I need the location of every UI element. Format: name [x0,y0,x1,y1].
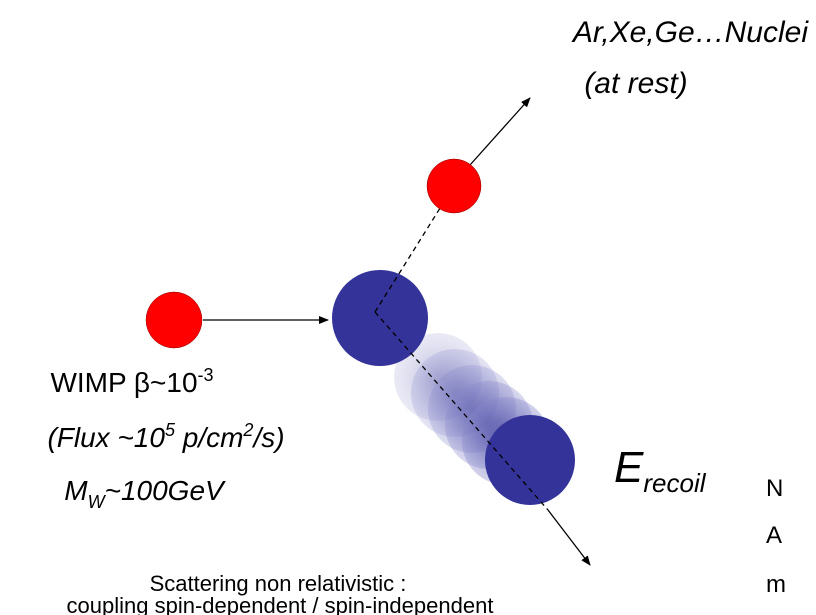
cutoff-text: N [766,475,783,502]
flux-sup: 2 [242,420,253,440]
recoil-sub: recoil [643,468,706,498]
nucleus [332,270,428,366]
flux-label: (Flux ~105 p/cm2/s) [47,420,284,453]
mass-sub: W [88,492,107,512]
wimp-label: WIMP β~10-3 [50,365,213,398]
caption-line: coupling spin-dependent / spin-independe… [67,593,494,615]
flux-text: (Flux ~10 [47,422,165,453]
recoil-main: E [614,443,644,492]
scattered-arrow [469,97,531,166]
cutoff-text: A [766,522,782,549]
flux-sup: 5 [165,420,176,440]
recoil-nucleus [485,415,575,505]
wimp-particle [426,158,482,214]
wimp-particle [145,291,203,349]
scatter-dash [374,204,443,313]
wimp-sup: -3 [198,365,214,385]
mass-label: MW~100GeV [64,475,226,512]
caption-line: Scattering non relativistic : [150,571,407,596]
flux-text: /s) [251,422,284,453]
recoil-trail [394,333,575,505]
recoil-label: Erecoil [614,443,707,498]
wimp-text: WIMP β~10 [50,367,197,398]
recoil-arrow [547,509,591,566]
flux-text: p/cm [175,422,243,453]
cutoff-text: m [766,571,786,598]
recoil-dash [374,311,549,511]
mass-main: M [64,475,88,506]
at-rest-label: (at rest) [584,67,687,100]
mass-rest: ~100GeV [105,475,226,506]
nuclei-label: Ar,Xe,Ge…Nuclei [571,16,809,49]
